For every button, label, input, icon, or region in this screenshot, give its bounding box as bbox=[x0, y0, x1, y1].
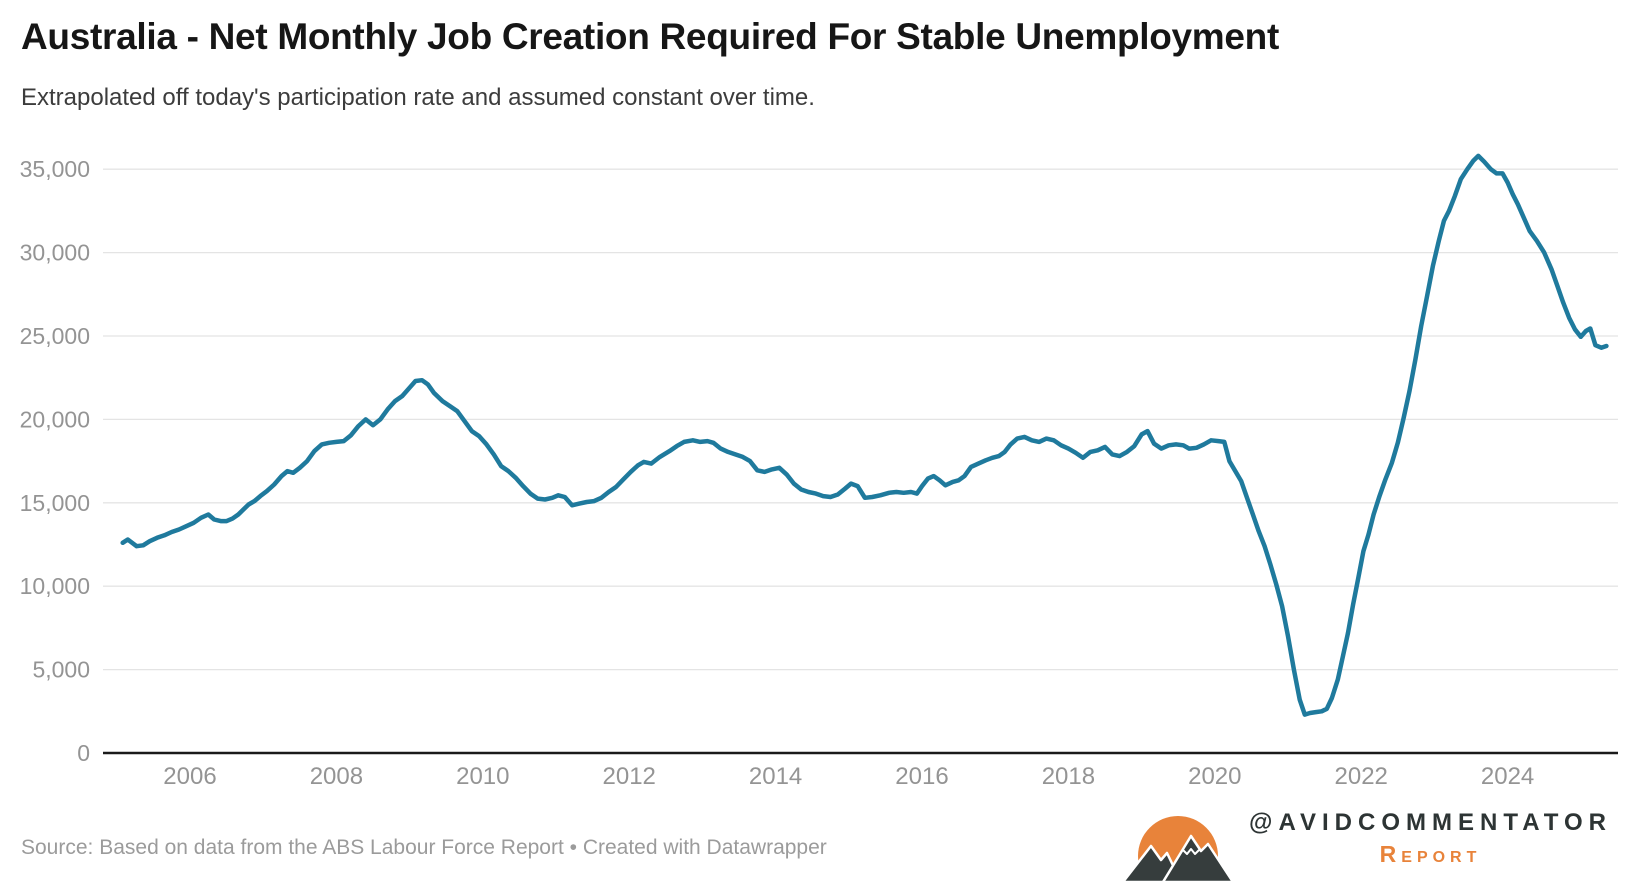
avidcommentator-logo: @AVIDCOMMENTATOR Report bbox=[1123, 806, 1612, 882]
y-axis-tick-label: 0 bbox=[77, 740, 90, 766]
y-axis-tick-label: 25,000 bbox=[20, 323, 90, 349]
x-axis-tick-label: 2024 bbox=[1481, 763, 1534, 790]
y-axis-tick-label: 30,000 bbox=[20, 240, 90, 266]
x-axis-tick-label: 2016 bbox=[895, 763, 948, 790]
x-axis-tick-label: 2012 bbox=[603, 763, 656, 790]
data-line bbox=[120, 153, 1609, 717]
y-axis-tick-label: 5,000 bbox=[32, 657, 90, 683]
brand-handle: @AVIDCOMMENTATOR bbox=[1249, 809, 1612, 836]
y-axis-tick-label: 15,000 bbox=[20, 490, 90, 516]
page-title: Australia - Net Monthly Job Creation Req… bbox=[21, 16, 1280, 57]
y-axis-tick-label: 20,000 bbox=[20, 406, 90, 432]
y-axis-tick-label: 35,000 bbox=[20, 156, 90, 182]
y-axis-tick-label: 10,000 bbox=[20, 573, 90, 599]
mountain-sun-icon bbox=[1123, 816, 1235, 882]
source-text: Source: Based on data from the ABS Labou… bbox=[21, 836, 827, 859]
x-axis-tick-label: 2008 bbox=[310, 763, 363, 790]
x-axis-tick-label: 2014 bbox=[749, 763, 802, 790]
x-axis-tick-label: 2022 bbox=[1335, 763, 1388, 790]
x-axis-tick-label: 2020 bbox=[1188, 763, 1241, 790]
x-axis-tick-label: 2018 bbox=[1042, 763, 1095, 790]
x-axis-tick-label: 2010 bbox=[456, 763, 509, 790]
brand-report-label: Report bbox=[1379, 841, 1482, 868]
x-axis-tick-label: 2006 bbox=[163, 763, 216, 790]
page-subtitle: Extrapolated off today's participation r… bbox=[21, 84, 815, 111]
